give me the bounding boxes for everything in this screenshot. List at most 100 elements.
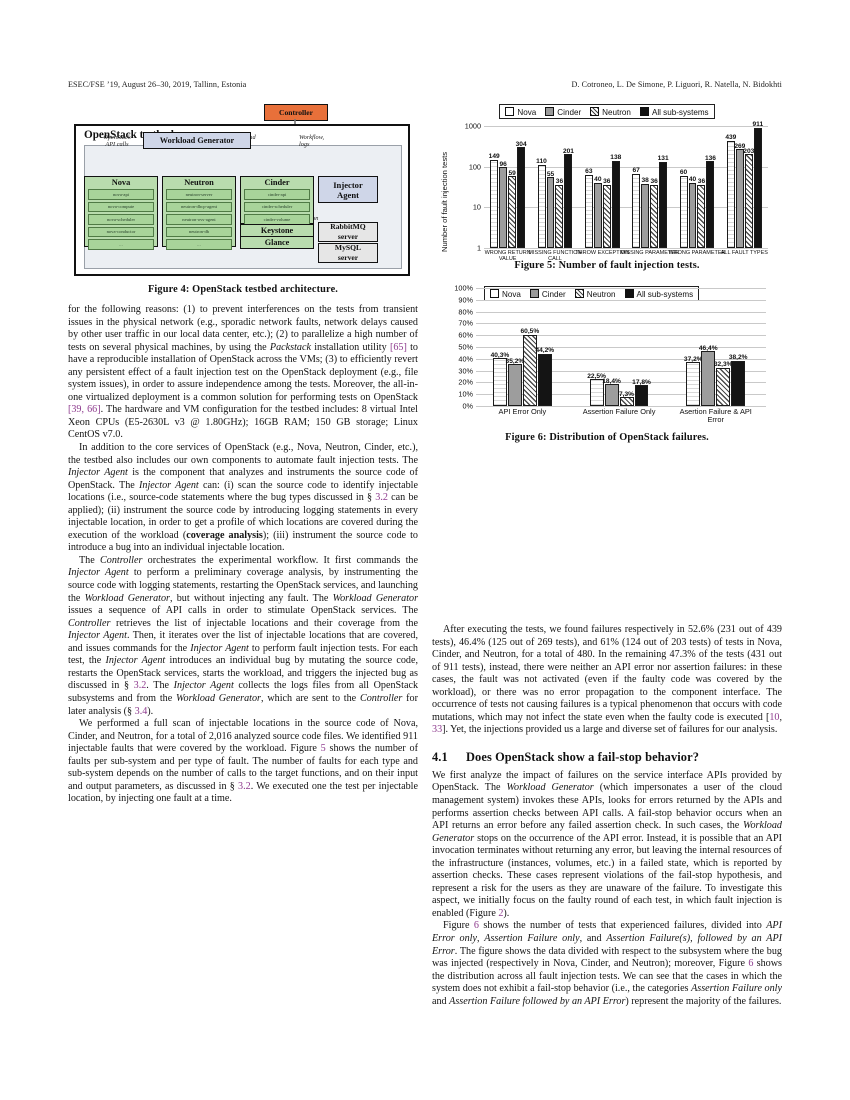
figure-5-value-label: 136 xyxy=(704,154,716,162)
text-run: ). xyxy=(147,705,154,717)
figure-5-value-label: 304 xyxy=(515,140,527,148)
figure-5-bar-group: 67 38 36 131 MISSING PARAMETER xyxy=(620,126,679,256)
figure-6-bar-all-sub-systems: 17,8% xyxy=(632,379,651,406)
section-heading-4-1: 4.1 Does OpenStack show a fail-stop behav… xyxy=(432,750,782,765)
text-italic-assertion-failure-api-error: Assertion Failure(s), followed by an API… xyxy=(432,933,783,957)
section-number: 4.1 xyxy=(432,749,448,764)
figure-5-value-label: 203 xyxy=(743,147,755,155)
figure-6-bar-all-sub-systems: 44,2% xyxy=(535,347,554,406)
section-ref[interactable]: 3.2 xyxy=(238,780,251,792)
figure-5-y-axis-label: Number of fault injection tests xyxy=(440,151,449,252)
paragraph-full-scan: We performed a full scan of injectable l… xyxy=(68,718,418,806)
text-italic-workload-generator: Workload Generator xyxy=(176,692,261,704)
legend-swatch-nova xyxy=(490,288,499,298)
figure-6-xtick-label: Asertion Failure & API Error xyxy=(679,407,752,425)
figure-ref[interactable]: 5 xyxy=(320,743,326,755)
text-run: . The hardware and VM configuration for … xyxy=(68,404,418,441)
figure-5-value-label: 36 xyxy=(555,178,564,186)
text-run: to perform fault injection tests. For ea… xyxy=(68,642,418,667)
figure-5-value-label: 138 xyxy=(610,154,622,162)
section-ref[interactable]: 3.2 xyxy=(375,492,388,504)
legend-swatch-cinder xyxy=(529,288,539,298)
citation-ref[interactable]: 10 xyxy=(769,711,780,723)
legend-item-nova: Nova xyxy=(490,288,521,299)
figure-6-ytick: 50% xyxy=(458,342,473,352)
service-box-neutron: Neutron neutron-server neutron-dhcp-agen… xyxy=(162,176,236,250)
figure-6-value-label: 44,2% xyxy=(535,347,555,355)
citation-ref[interactable]: 33 xyxy=(432,724,443,736)
figure-5-value-label: 60 xyxy=(679,169,688,177)
legend-swatch-all xyxy=(624,288,634,298)
text-run: installation utility xyxy=(310,341,390,353)
paragraph-results-summary: After executing the tests, we found fail… xyxy=(432,624,782,737)
text-italic-controller: Controller xyxy=(359,692,403,704)
label-workflow-logs: Workflow, logs xyxy=(299,134,325,149)
injector-agent-box: Injector Agent xyxy=(318,176,378,203)
subservice-cinder-scheduler: cinder-scheduler xyxy=(244,201,310,212)
figure-5-plot-area: 1000 100 10 1 149 96 59 304 WRONG RETURN VAL… xyxy=(465,121,768,262)
paragraph-figure6-description: Figure 6 shows the number of tests that … xyxy=(432,920,782,1008)
text-run: ); (iii) instrument the source code to i… xyxy=(68,529,418,554)
citation-ref[interactable]: [39, 66] xyxy=(68,404,101,416)
subservice-cinder-api: cinder-api xyxy=(244,189,310,200)
legend-swatch-neutron xyxy=(590,106,600,116)
figure-6-value-label: 38,2% xyxy=(728,354,748,362)
figure-6-bar-nova: 40,3% xyxy=(491,352,509,406)
figure-5-value-label: 40 xyxy=(594,176,602,184)
text-run: ). xyxy=(503,907,510,919)
citation-ref[interactable]: [65] xyxy=(389,341,407,353)
figure-ref[interactable]: 6 xyxy=(473,920,479,932)
figure-5-bar-cinder: 269 xyxy=(734,143,745,248)
figure-5-xtick-label: WRONG RETURN VALUE xyxy=(484,250,531,262)
text-italic-controller: Controller xyxy=(100,554,143,566)
text-run: for later analysis (§ xyxy=(68,692,418,717)
text-run: shows the number of tests that experienc… xyxy=(478,920,767,932)
figure-5-xtick-label: WRONG PARAMETER xyxy=(668,250,726,256)
right-column-text: After executing the tests, we found fail… xyxy=(432,624,782,1008)
text-run: to perform a preliminary coverage analys… xyxy=(68,567,418,604)
figure-5-bar-neutron: 36 xyxy=(602,178,611,248)
text-italic-injector-agent: Injector Agent xyxy=(68,567,129,579)
text-run: . Then, it iterates over the list of inj… xyxy=(68,630,418,654)
legend-item-neutron: Neutron xyxy=(574,288,616,299)
figure-5-value-label: 911 xyxy=(752,121,764,129)
figure-5-bar-neutron: 203 xyxy=(743,148,754,248)
figure-5-value-label: 63 xyxy=(585,168,593,176)
rabbitmq-server-box: RabbitMQ server xyxy=(318,222,378,242)
figure-5-xtick-label: THROW EXCEPTION xyxy=(575,250,630,256)
subservice-nova-conductor: nova-conductor xyxy=(88,226,154,237)
running-head-right: D. Cotroneo, L. De Simone, P. Liguori, R… xyxy=(571,80,782,89)
figure-5-bar-cinder: 40 xyxy=(688,176,697,248)
text-run: collects the logs files from all OpenSta… xyxy=(68,680,419,704)
text-run: , xyxy=(476,933,485,945)
figure-4-diagram: Controller xyxy=(68,104,418,280)
subservice-nova-api: nova-api xyxy=(88,189,154,200)
figure-6-ytick: 0% xyxy=(462,401,473,411)
figure-6-ytick: 100% xyxy=(454,283,473,293)
figure-5-ytick-100: 100 xyxy=(468,162,481,172)
figure-5-bar-neutron: 36 xyxy=(650,178,659,248)
section-ref[interactable]: 3.2 xyxy=(133,680,147,692)
text-run: and xyxy=(432,995,450,1007)
text-italic-injector-agent: Injector Agent xyxy=(68,467,128,479)
figure-6-bar-neutron: 7,3% xyxy=(619,391,634,406)
figure-5-bar-nova: 110 xyxy=(536,158,547,248)
figure-ref[interactable]: 6 xyxy=(748,958,754,970)
figure-5-value-label: 269 xyxy=(734,142,746,150)
text-run: Figure xyxy=(443,920,474,932)
text-italic-assertion-failure-only: Assertion Failure only xyxy=(484,933,580,945)
figure-6-bar-group: 22,5% 18,4% 7,3% 17,8% Assertion Failure Onl… xyxy=(583,288,656,416)
section-ref[interactable]: 3.4 xyxy=(134,705,148,717)
figure-5-value-label: 36 xyxy=(697,178,706,186)
figure-5-bar-nova: 149 xyxy=(489,153,500,248)
paragraph-controller-workflow: The Controller orchestrates the experime… xyxy=(68,555,418,718)
text-run: , but without injecting any fault. The xyxy=(170,592,333,604)
figure-5-bar-all-sub-systems: 201 xyxy=(563,148,574,248)
figure-6-value-label: 35,2% xyxy=(505,357,525,365)
service-box-cinder: Cinder cinder-api cinder-scheduler cinde… xyxy=(240,176,314,225)
figure-ref[interactable]: 2 xyxy=(498,907,504,919)
figure-6-chart: Nova Cinder Neutron All sub-systems 0% 10… xyxy=(432,283,782,452)
figure-6-bar-group: 40,3% 35,2% 60,5% 44,2% API Error Only xyxy=(491,288,555,416)
right-column: Nova Cinder Neutron All sub-systems Numb… xyxy=(432,104,782,1008)
figure-6-xtick-label: API Error Only xyxy=(498,407,547,416)
